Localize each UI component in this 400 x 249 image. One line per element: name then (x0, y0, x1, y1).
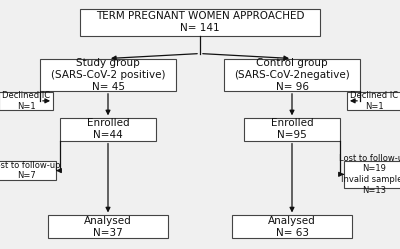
Text: Enrolled
N=95: Enrolled N=95 (271, 119, 313, 140)
FancyBboxPatch shape (40, 59, 176, 91)
Text: Declined IC
N=1: Declined IC N=1 (2, 91, 50, 111)
Text: Lost to follow-up
N=19
Invalid samples
N=13: Lost to follow-up N=19 Invalid samples N… (339, 154, 400, 195)
FancyBboxPatch shape (60, 118, 156, 141)
FancyBboxPatch shape (0, 161, 56, 180)
FancyBboxPatch shape (80, 9, 320, 36)
Text: Control group
(SARS-CoV-2negative)
N= 96: Control group (SARS-CoV-2negative) N= 96 (234, 58, 350, 92)
FancyBboxPatch shape (232, 215, 352, 238)
Text: Declined IC
N=1: Declined IC N=1 (350, 91, 398, 111)
FancyBboxPatch shape (344, 161, 400, 188)
Text: TERM PREGNANT WOMEN APPROACHED
N= 141: TERM PREGNANT WOMEN APPROACHED N= 141 (96, 11, 304, 33)
FancyBboxPatch shape (224, 59, 360, 91)
FancyBboxPatch shape (244, 118, 340, 141)
FancyBboxPatch shape (347, 92, 400, 110)
FancyBboxPatch shape (48, 215, 168, 238)
Text: Analysed
N=37: Analysed N=37 (84, 216, 132, 238)
Text: Enrolled
N=44: Enrolled N=44 (87, 119, 129, 140)
FancyBboxPatch shape (0, 92, 53, 110)
Text: Study group
(SARS-CoV-2 positive)
N= 45: Study group (SARS-CoV-2 positive) N= 45 (51, 58, 165, 92)
Text: Lost to follow-up
N=7: Lost to follow-up N=7 (0, 161, 61, 181)
Text: Analysed
N= 63: Analysed N= 63 (268, 216, 316, 238)
